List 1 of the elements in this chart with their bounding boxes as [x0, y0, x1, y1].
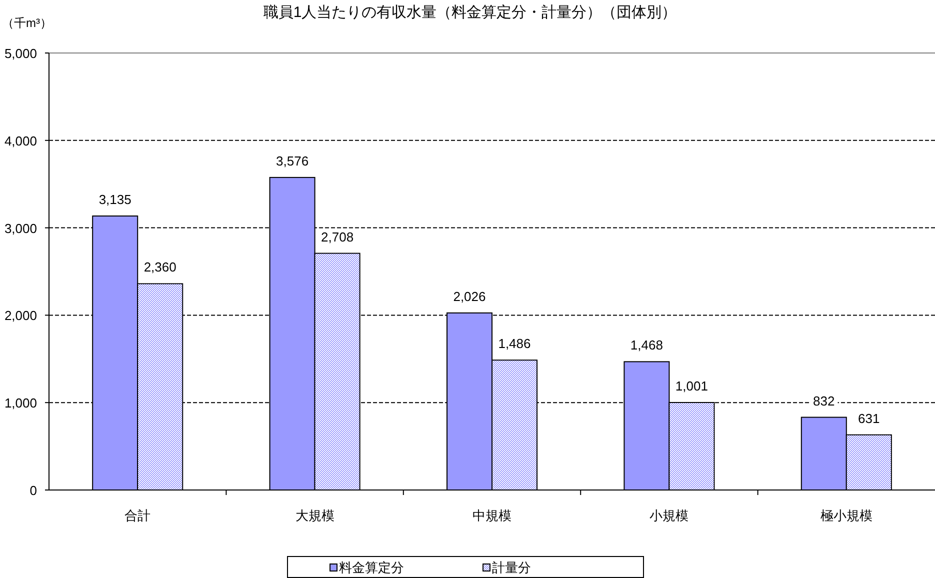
title: 職員1人当たりの有収水量（料金算定分・計量分）（団体別） [263, 4, 677, 21]
